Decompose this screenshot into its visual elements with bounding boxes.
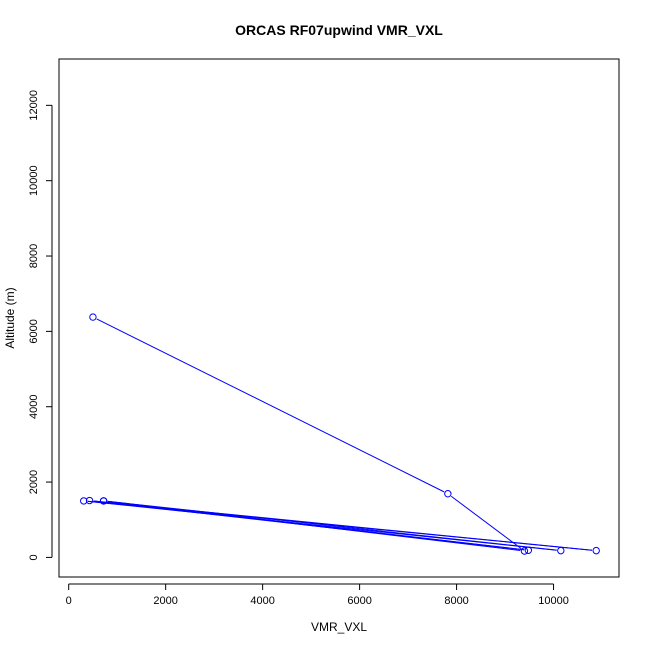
series-0-point-4	[524, 546, 533, 554]
series-0-segment-8	[107, 500, 557, 551]
y-tick-label-4: 8000	[28, 244, 40, 268]
y-tick-label-2: 4000	[28, 394, 40, 418]
x-tick-label-1: 2000	[153, 595, 177, 607]
series-0-point-8	[557, 546, 565, 555]
y-tick-label-6: 12000	[28, 90, 40, 121]
y-axis-label: Altitude (m)	[3, 287, 17, 348]
series-0-point-0	[89, 313, 97, 321]
series-0-segment-6	[87, 500, 593, 551]
x-axis-label: VMR_VXL	[311, 620, 367, 634]
y-axis: 0 2000 4000 6000 8000 10000 12000	[28, 90, 53, 560]
y-tick-label-0: 0	[28, 554, 40, 560]
plot-frame	[58, 58, 620, 578]
series-0-point-7	[80, 497, 88, 505]
x-tick-label-5: 10000	[538, 595, 569, 607]
x-tick-label-2: 4000	[250, 595, 274, 607]
x-tick-label-3: 6000	[347, 595, 371, 607]
series-layer	[80, 313, 600, 555]
x-tick-label-4: 8000	[444, 595, 468, 607]
x-tick-label-0: 0	[66, 595, 72, 607]
series-0-point-1	[444, 490, 452, 498]
series-0-segment-1	[450, 495, 522, 549]
series-0-point-2	[520, 547, 529, 555]
y-tick-label-1: 2000	[28, 470, 40, 494]
series-0-point-9	[99, 497, 108, 505]
chart-title: ORCAS RF07upwind VMR_VXL	[235, 22, 443, 38]
y-tick-label-5: 10000	[28, 165, 40, 196]
y-tick-label-3: 6000	[28, 319, 40, 343]
series-0-point-5	[85, 496, 94, 505]
series-0-point-6	[592, 546, 600, 555]
x-axis: 0 2000 4000 6000 8000 10000	[66, 583, 569, 607]
series-0-segment-0	[96, 318, 445, 493]
